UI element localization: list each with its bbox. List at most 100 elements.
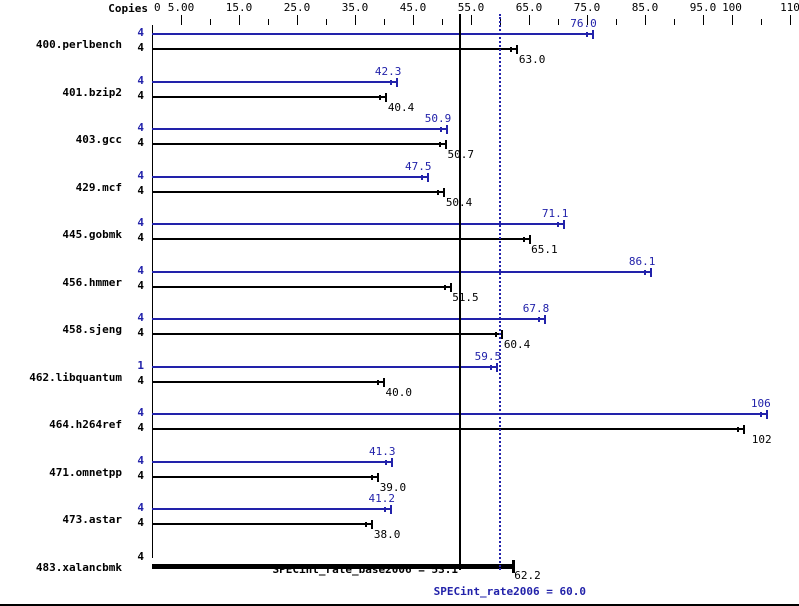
bar-value-label: 42.3 bbox=[374, 64, 402, 78]
bar-median-marker bbox=[390, 79, 393, 85]
bar-end-cap bbox=[765, 410, 768, 419]
bar-end-cap bbox=[742, 425, 745, 434]
bar-end-cap bbox=[396, 77, 399, 87]
bar-end-cap bbox=[591, 30, 594, 39]
bar-median-marker bbox=[538, 317, 541, 322]
bar-base bbox=[152, 95, 387, 98]
bar-median-marker bbox=[365, 522, 368, 527]
axis-tick-label: 95.0 bbox=[689, 1, 717, 14]
bar-end-cap bbox=[516, 45, 519, 54]
bar-peak bbox=[152, 270, 652, 273]
benchmark-label-464-h264ref: 464.h264ref bbox=[49, 418, 122, 431]
bar-peak bbox=[152, 80, 398, 83]
bar-median-marker bbox=[443, 284, 446, 290]
bar-median-marker bbox=[490, 364, 493, 370]
axis-tick-major bbox=[587, 15, 588, 25]
bar-value-label: 40.0 bbox=[385, 385, 413, 399]
axis-tick-major bbox=[790, 15, 791, 25]
bar-end-cap bbox=[426, 172, 429, 182]
bar-end-cap bbox=[371, 520, 374, 529]
copies-base: 4 bbox=[137, 183, 144, 197]
bar-end-cap bbox=[449, 282, 452, 292]
copies-base: 4 bbox=[137, 421, 144, 434]
bar-value-label: 47.5 bbox=[405, 159, 432, 173]
copies-peak: 4 bbox=[137, 453, 144, 467]
copies-base: 4 bbox=[137, 278, 144, 292]
axis-tick-label: 110 bbox=[780, 1, 799, 14]
bar-value-label: 51.5 bbox=[452, 290, 479, 304]
axis-tick-label: 55.0 bbox=[457, 1, 485, 14]
bar-value-label: 102 bbox=[751, 433, 772, 446]
copies-base: 4 bbox=[137, 88, 144, 102]
bar-median-marker bbox=[440, 127, 443, 132]
copies-base: 4 bbox=[137, 516, 144, 529]
bar-value-label: 71.1 bbox=[541, 207, 569, 220]
bar-median-marker bbox=[736, 427, 739, 432]
axis-tick-label: 15.0 bbox=[225, 1, 253, 14]
copies-peak: 4 bbox=[137, 26, 144, 39]
benchmark-label-400-perlbench: 400.perlbench bbox=[35, 38, 122, 51]
copies-base: 4 bbox=[137, 136, 144, 149]
peak-reference-line bbox=[499, 14, 501, 570]
bar-median-marker bbox=[644, 269, 647, 275]
bar-end-cap bbox=[389, 505, 392, 514]
axis-tick-minor bbox=[616, 19, 617, 25]
bar-end-cap bbox=[445, 140, 448, 149]
axis-tick-major bbox=[355, 15, 356, 25]
axis-tick-label: 0 bbox=[154, 1, 161, 14]
bar-median-marker bbox=[420, 174, 423, 180]
copies-peak: 4 bbox=[137, 121, 144, 134]
copies-base: 4 bbox=[137, 41, 144, 54]
bar-peak bbox=[152, 460, 392, 463]
benchmark-label-456-hmmer: 456.hmmer bbox=[62, 275, 122, 289]
bar-end-cap bbox=[443, 187, 446, 197]
axis-tick-major bbox=[297, 15, 298, 25]
axis-tick-minor bbox=[674, 19, 675, 25]
bar-base bbox=[152, 523, 373, 525]
bar-value-label: 40.4 bbox=[387, 100, 415, 114]
axis-tick-major bbox=[529, 15, 530, 25]
benchmark-label-473-astar: 473.astar bbox=[62, 513, 122, 526]
bar-median-marker bbox=[371, 474, 374, 480]
axis-tick-minor bbox=[268, 19, 269, 25]
bar-median-marker bbox=[495, 332, 498, 337]
copies-peak: 4 bbox=[137, 311, 144, 324]
bar-base bbox=[152, 428, 744, 430]
bar-median-marker bbox=[439, 142, 442, 147]
bar-value-label: 38.0 bbox=[373, 528, 401, 541]
benchmark-label-401-bzip2: 401.bzip2 bbox=[62, 85, 122, 99]
copies-base: 4 bbox=[137, 231, 144, 244]
copies-peak: 4 bbox=[137, 168, 144, 182]
benchmark-label-458-sjeng: 458.sjeng bbox=[62, 323, 122, 336]
bar-value-label: 39.0 bbox=[379, 480, 407, 494]
bar-end-cap bbox=[528, 235, 531, 244]
bar-end-cap bbox=[383, 377, 385, 387]
bar-base bbox=[152, 190, 445, 193]
bar-value-label: 67.8 bbox=[522, 302, 550, 315]
copies-peak: 1 bbox=[137, 358, 144, 372]
benchmark-label-483-xalancbmk: 483.xalancbmk bbox=[35, 560, 122, 574]
axis-tick-minor bbox=[326, 19, 327, 25]
axis-tick-minor bbox=[210, 19, 211, 25]
bar-end-cap bbox=[511, 559, 515, 573]
bar-value-label: 106 bbox=[750, 397, 771, 410]
bar-peak bbox=[152, 318, 546, 320]
footer-base-score: SPECint_rate_base2006 = 53.1 bbox=[272, 563, 458, 576]
bar-peak bbox=[152, 175, 428, 178]
bar-base bbox=[152, 475, 379, 478]
bar-base bbox=[152, 48, 518, 50]
axis-tick-major bbox=[239, 15, 240, 25]
bar-base bbox=[152, 238, 530, 240]
bar-end-cap bbox=[446, 125, 449, 134]
copies-base: 4 bbox=[137, 373, 144, 387]
bar-value-label: 76.0 bbox=[570, 17, 597, 30]
bar-median-marker bbox=[510, 47, 513, 52]
bar-median-marker bbox=[437, 189, 440, 195]
bar-value-label: 65.1 bbox=[531, 243, 558, 256]
bar-end-cap bbox=[501, 330, 504, 339]
bar-median-marker bbox=[759, 412, 762, 417]
base-reference-line bbox=[458, 14, 461, 570]
copies-peak: 4 bbox=[137, 263, 144, 277]
axis-tick-minor bbox=[558, 19, 559, 25]
